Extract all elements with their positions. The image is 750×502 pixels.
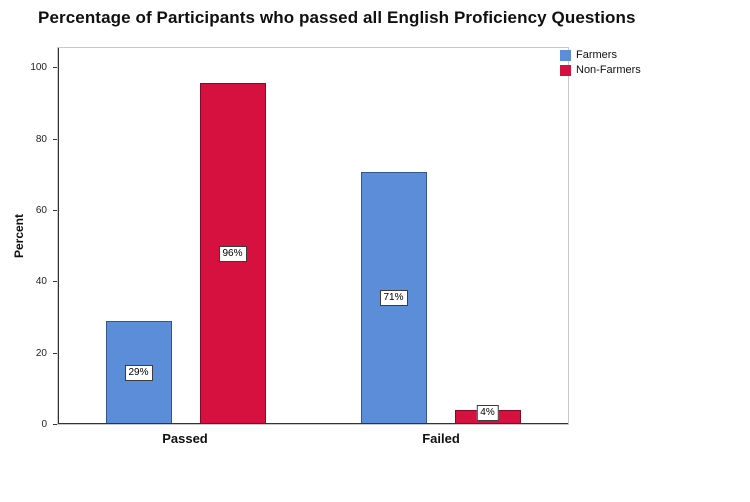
x-axis-line [58,423,568,424]
bar-groups: 29% 96% 71% 4% [58,48,568,424]
plot-area: 29% 96% 71% 4% [57,47,569,425]
y-tick-label-80: 80 [35,133,47,145]
y-tick-mark [53,281,57,283]
y-tick-label-60: 60 [35,205,47,217]
y-tick-label-20: 20 [35,347,47,359]
x-axis: Passed Failed [57,431,569,446]
bar-farmers-passed: 29% [105,48,172,424]
legend-item-farmers: Farmers [560,49,641,61]
y-tick-mark [53,424,57,425]
y-tick-label-100: 100 [30,62,47,74]
y-tick-mark [53,138,57,140]
legend-label: Farmers [576,49,617,61]
legend-swatch [560,49,571,61]
legend: Farmers Non-Farmers [560,49,641,76]
bar-group-failed: 71% 4% [313,48,568,424]
bar-farmers-failed: 71% [360,48,427,424]
bar-non-farmers-passed: 96% [199,48,266,424]
y-tick-mark [53,67,57,69]
bar-group-passed: 29% 96% [58,48,313,424]
y-tick-label-40: 40 [35,276,47,288]
y-axis: 0 20 40 60 80 100 [0,47,57,430]
y-tick-mark [53,210,57,212]
bar-value-label: 29% [124,364,153,381]
legend-item-non-farmers: Non-Farmers [560,64,641,76]
legend-label: Non-Farmers [576,64,641,76]
chart-title: Percentage of Participants who passed al… [38,8,636,27]
x-tick-label-passed: Passed [162,431,208,446]
y-tick-label-0: 0 [41,419,47,430]
x-tick-label-failed: Failed [422,431,460,446]
bar-value-label: 4% [476,405,499,421]
bar-non-farmers-failed: 4% [454,48,521,424]
y-axis-line [58,48,59,424]
bar-value-label: 96% [218,245,247,262]
y-tick-mark [53,352,57,354]
bar-value-label: 71% [379,290,408,307]
legend-swatch [560,64,571,76]
